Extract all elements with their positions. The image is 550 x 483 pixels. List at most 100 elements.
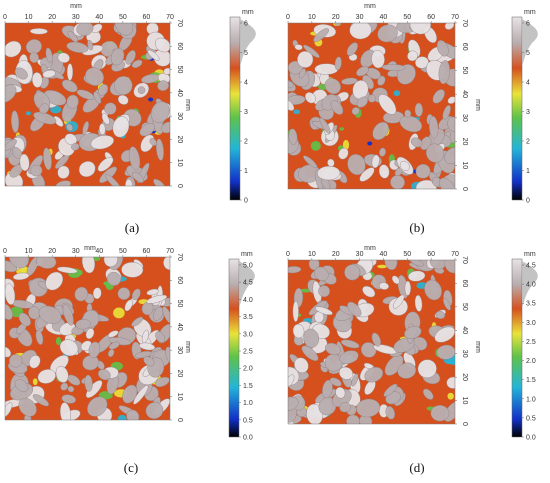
colorbar-tick-label: 1.5	[243, 383, 253, 390]
colorbar-tick-label: 5	[244, 50, 248, 57]
x-tick-label: 50	[403, 14, 411, 21]
colorbar-tick-label: 1.0	[243, 400, 253, 407]
x-tick-label: 0	[286, 251, 290, 258]
colorbar-tick-label: 4.5	[526, 263, 536, 270]
colorbar-tick-label: 0.5	[243, 417, 253, 424]
colorbar-unit: mm	[241, 251, 253, 258]
y-axis-unit: mm	[474, 341, 481, 353]
colorbar-gradient	[511, 16, 523, 201]
panel-caption: (b)	[409, 220, 425, 235]
x-tick-label: 70	[451, 251, 459, 258]
y-tick-label: 20	[176, 370, 183, 378]
y-tick-label: 70	[461, 19, 468, 27]
colorbar-ticks: 4.5 4.0 3.5 3.0 2.5 2.0 1.5 1.0 0.5 0.0 mm	[522, 251, 536, 442]
colorbar-tick-label: 3.5	[243, 314, 253, 321]
surface-map	[287, 22, 456, 190]
colorbar-gradient	[228, 258, 240, 438]
colorbar-tick-label: 1	[526, 168, 530, 175]
colorbar-tick-label: 2.0	[243, 366, 253, 373]
x-axis-unit: mm	[70, 3, 82, 10]
y-tick-label: 10	[176, 393, 183, 401]
colorbar-tick-label: 4.0	[243, 297, 253, 304]
x-axis-unit: mm	[84, 245, 96, 252]
y-tick-label: 20	[461, 138, 468, 146]
colorbar-tick-label: 0.5	[526, 415, 536, 422]
panel-d-figure: mm 0 10 20 30 40 50 60 70 70 60 50 40 30 20 10 0 mm 4.…	[286, 245, 538, 442]
y-tick-label: 40	[461, 326, 468, 334]
x-tick-label: 70	[166, 14, 174, 21]
x-tick-label: 60	[427, 251, 435, 258]
colorbar-tick-label: 2.0	[526, 358, 536, 365]
colorbar-tick-label: 4.0	[526, 282, 536, 289]
colorbar-tick-label: 1.5	[526, 377, 536, 384]
colorbar-tick-label: 3	[244, 109, 248, 116]
colorbar-histogram	[239, 261, 255, 309]
colorbar-gradient	[511, 258, 523, 438]
x-tick-label: 30	[72, 14, 80, 21]
colorbar-tick-label: 3	[526, 109, 530, 116]
y-tick-label: 0	[176, 418, 183, 422]
y-tick-label: 60	[461, 43, 468, 51]
y-tick-label: 30	[176, 346, 183, 354]
colorbar-tick-label: 6	[244, 21, 248, 28]
y-tick-label: 40	[176, 89, 183, 97]
y-tick-label: 50	[176, 300, 183, 308]
panel-caption: (d)	[409, 460, 425, 475]
surface-map	[287, 259, 456, 425]
y-tick-label: 60	[461, 280, 468, 288]
x-tick-label: 10	[25, 248, 33, 255]
y-tick-label: 60	[176, 42, 183, 50]
colorbar-unit: mm	[242, 9, 254, 16]
x-tick-label: 30	[72, 248, 80, 255]
x-tick-label: 10	[25, 14, 33, 21]
colorbar-tick-label: 2	[244, 139, 248, 146]
colorbar-tick-label: 1.0	[526, 396, 536, 403]
colorbar-tick-label: 2.5	[526, 339, 536, 346]
x-tick-label: 0	[3, 14, 7, 21]
colorbar-tick-label: 2.5	[243, 349, 253, 356]
x-tick-label: 40	[95, 248, 103, 255]
colorbar-histogram	[522, 261, 538, 309]
x-tick-label: 10	[308, 251, 316, 258]
y-tick-label: 50	[461, 303, 468, 311]
y-tick-label: 70	[176, 19, 183, 27]
y-tick-label: 50	[461, 67, 468, 75]
colorbar-histogram	[522, 19, 538, 67]
colorbar-tick-label: 4	[244, 80, 248, 87]
x-tick-label: 60	[143, 14, 151, 21]
y-tick-label: 0	[461, 422, 468, 426]
y-tick-label: 0	[176, 184, 183, 188]
panel-c-figure: mm 0 10 20 30 40 50 60 70 70 60 50 40 30 20 10 0 mm 5.…	[3, 245, 255, 442]
y-axis-ticks: 70 60 50 40 30 20 10 0	[170, 19, 183, 188]
colorbar-tick-label: 3.0	[243, 331, 253, 338]
x-tick-label: 60	[427, 14, 435, 21]
x-axis-unit: mm	[364, 3, 376, 10]
x-tick-label: 0	[286, 14, 290, 21]
colorbar-tick-label: 2	[526, 139, 530, 146]
y-tick-label: 70	[176, 253, 183, 261]
colorbar-ticks: 6 5 4 3 2 1 0 mm	[522, 9, 536, 205]
x-tick-label: 0	[3, 248, 7, 255]
x-tick-label: 30	[356, 251, 364, 258]
colorbar-tick-label: 4.5	[243, 280, 253, 287]
x-axis-ticks: 0 10 20 30 40 50 60 70	[3, 248, 174, 257]
colorbar-histogram	[240, 19, 256, 67]
y-tick-label: 10	[461, 161, 468, 169]
x-axis-unit: mm	[364, 245, 376, 252]
colorbar-tick-label: 3.0	[526, 320, 536, 327]
x-tick-label: 50	[119, 14, 127, 21]
x-axis-ticks: 0 10 20 30 40 50 60 70	[286, 251, 459, 260]
y-tick-label: 10	[176, 159, 183, 167]
y-tick-label: 70	[461, 256, 468, 264]
colorbar-unit: mm	[524, 251, 536, 258]
x-tick-label: 20	[332, 14, 340, 21]
y-axis-unit: mm	[184, 341, 191, 353]
colorbar-gradient	[229, 16, 241, 201]
x-tick-label: 70	[451, 14, 459, 21]
x-tick-label: 40	[95, 14, 103, 21]
y-tick-label: 30	[461, 114, 468, 122]
x-tick-label: 30	[356, 14, 364, 21]
surface-map	[4, 22, 171, 187]
